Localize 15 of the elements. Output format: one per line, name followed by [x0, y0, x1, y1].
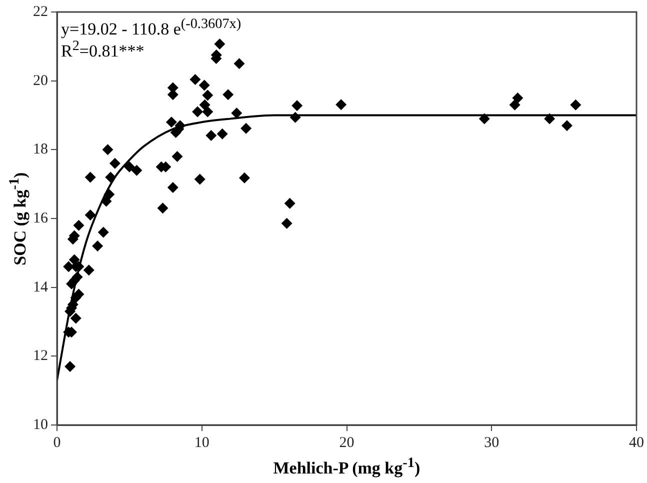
y-tick-label: 20 — [33, 72, 48, 89]
x-tick-label: 20 — [339, 434, 354, 451]
annotation: y=19.02 - 110.8 e$^{(-0.3607x)}$ — [61, 16, 242, 40]
x-axis-title: Mehlich-P (mg kg$^{-1}$) — [273, 455, 420, 479]
y-tick-label: 22 — [33, 4, 48, 20]
y-tick-label: 10 — [33, 416, 48, 433]
x-tick-label: 10 — [194, 434, 210, 451]
y-tick-label: 14 — [33, 279, 48, 296]
y-tick-label: 16 — [33, 210, 48, 226]
x-tick-label: 40 — [629, 434, 644, 451]
y-tick-label: 12 — [33, 348, 48, 364]
x-tick-label: 0 — [53, 434, 61, 451]
annotation: R$^{2}$=0.81*** — [61, 38, 144, 62]
x-tick-label: 30 — [484, 434, 500, 451]
y-tick-label: 18 — [33, 142, 48, 158]
